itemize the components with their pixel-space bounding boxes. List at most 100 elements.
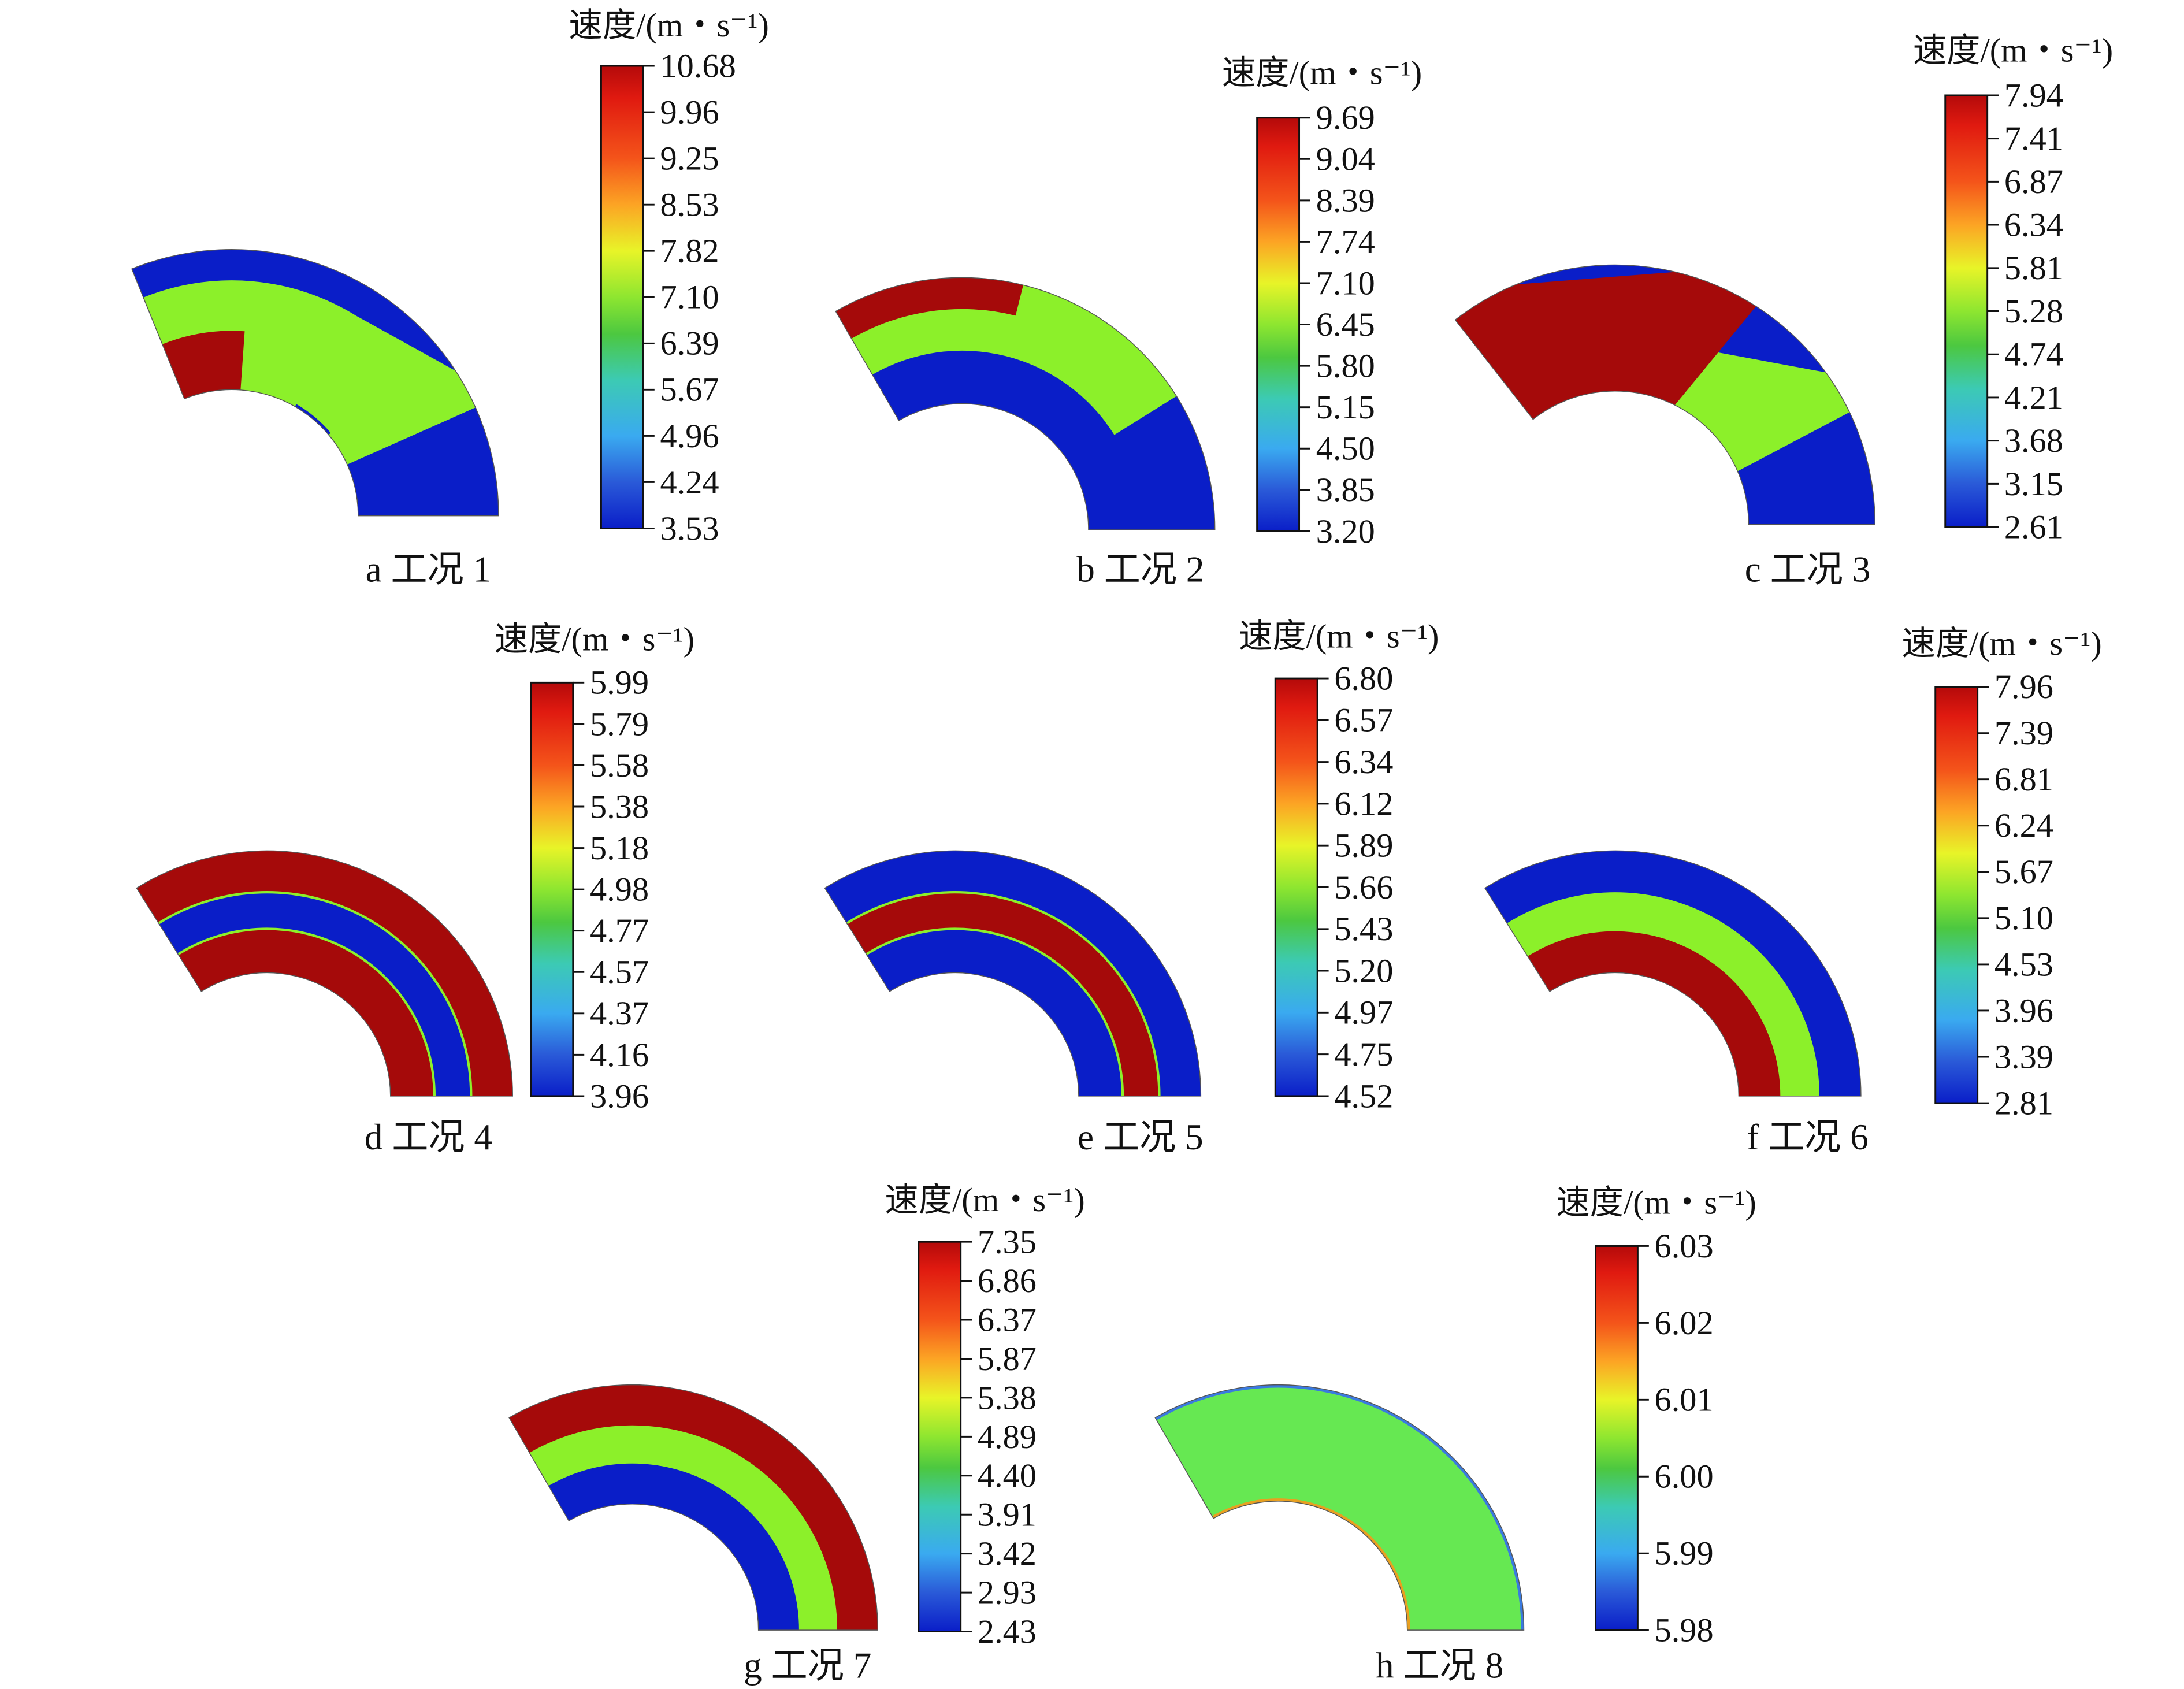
panel-caption: c 工况 3 xyxy=(1745,550,1871,590)
colorbar-gradient xyxy=(918,1241,962,1633)
sector-outline xyxy=(1484,850,1862,1097)
colorbar-tick-label: 9.04 xyxy=(1316,140,1375,178)
sector-outline xyxy=(824,850,1202,1097)
colorbar-tick-label: 5.18 xyxy=(590,829,649,867)
region-red xyxy=(835,277,1034,339)
colorbar-tick-label: 6.81 xyxy=(1994,760,2053,798)
region-blue xyxy=(548,1463,799,1631)
colorbar-title: 速度/(m・s⁻¹) xyxy=(885,1181,1084,1219)
region-red xyxy=(1528,931,1781,1096)
region-red xyxy=(162,331,245,399)
colorbar-gradient xyxy=(600,65,644,529)
colorbar: 6.80 6.57 6.34 6.12 5.89 5.66 5.43 5.20 4.97 4.75… xyxy=(1239,618,1439,1115)
colorbar-tick-label: 4.40 xyxy=(978,1457,1037,1494)
colorbar-tick-label: 7.10 xyxy=(1316,264,1375,302)
colorbar-tick-label: 6.34 xyxy=(1334,743,1393,781)
colorbar-tick-label: 3.91 xyxy=(978,1496,1037,1534)
colorbar-tick-label: 5.79 xyxy=(590,705,649,743)
colorbar-tick-label: 4.21 xyxy=(2004,378,2063,416)
colorbar-tick-label: 5.99 xyxy=(1655,1535,1714,1572)
colorbar-tick-label: 9.69 xyxy=(1316,99,1375,136)
panel-caption: a 工况 1 xyxy=(366,550,492,590)
region-blue xyxy=(158,892,471,1096)
colorbar-tick-label: 7.35 xyxy=(978,1223,1037,1261)
colorbar-tick-label: 5.43 xyxy=(1334,910,1393,948)
colorbar-tick-label: 4.50 xyxy=(1316,430,1375,467)
colorbar-tick-label: 4.96 xyxy=(660,417,719,455)
colorbar-tick-label: 4.77 xyxy=(590,912,649,949)
panel-caption: b 工况 2 xyxy=(1076,550,1204,590)
sector-outline xyxy=(835,277,1216,530)
colorbar-tick-label: 4.97 xyxy=(1334,994,1393,1031)
colorbar-tick-label: 6.37 xyxy=(978,1301,1037,1339)
colorbar-gradient xyxy=(1256,117,1301,532)
colorbar-tick-label: 6.01 xyxy=(1655,1381,1714,1419)
panel-a: 10.68 9.96 9.25 8.53 7.82 7.10 6.39 5.67 4.96 4.2… xyxy=(131,6,769,590)
panel-f: 7.96 7.39 6.81 6.24 5.67 5.10 4.53 3.96 3.39 2.81… xyxy=(1484,625,2102,1157)
panel-c: 7.94 7.41 6.87 6.34 5.81 5.28 4.74 4.21 3.68 3.15… xyxy=(1454,32,2113,590)
panel-h: 6.03 6.02 6.01 6.00 5.99 5.98 速度/(m・s⁻¹) h 工况 8 xyxy=(1154,1184,1756,1686)
colorbar-tick-label: 4.74 xyxy=(2004,336,2063,373)
colorbar-tick-label: 4.16 xyxy=(590,1036,649,1074)
colorbar-tick-label: 7.41 xyxy=(2004,120,2063,157)
colorbar-tick-label: 4.24 xyxy=(660,463,719,501)
colorbar-tick-label: 7.94 xyxy=(2004,76,2063,114)
sector-outline xyxy=(136,850,513,1097)
colorbar-tick-label: 7.82 xyxy=(660,232,719,270)
colorbar-tick-label: 4.89 xyxy=(978,1418,1037,1456)
colorbar-tick-label: 6.80 xyxy=(1334,660,1393,697)
colorbar-tick-label: 7.10 xyxy=(660,279,719,316)
colorbar-tick-label: 2.81 xyxy=(1994,1085,2053,1122)
colorbar-gradient xyxy=(1274,677,1318,1097)
colorbar-tick-label: 5.28 xyxy=(2004,292,2063,330)
colorbar-tick-label: 5.38 xyxy=(978,1379,1037,1416)
colorbar-tick-label: 10.68 xyxy=(660,47,736,84)
sector-outline xyxy=(1154,1384,1525,1631)
colorbar-tick-label: 6.45 xyxy=(1316,306,1375,343)
colorbar-tick-label: 7.96 xyxy=(1994,668,2053,706)
region-red xyxy=(846,892,1160,1096)
panel-d: 5.99 5.79 5.58 5.38 5.18 4.98 4.77 4.574.37 4.16… xyxy=(136,621,694,1157)
colorbar-tick-label: 4.37 xyxy=(590,994,649,1032)
colorbar-tick-label: 3.39 xyxy=(1994,1038,2053,1075)
colorbar: 7.96 7.39 6.81 6.24 5.67 5.10 4.53 3.96 3.39 2.81… xyxy=(1901,625,2101,1122)
colorbar-tick-label: 7.74 xyxy=(1316,223,1375,261)
colorbar-tick-label: 3.42 xyxy=(978,1535,1037,1572)
colorbar-title: 速度/(m・s⁻¹) xyxy=(1239,618,1439,655)
sector-outline xyxy=(131,249,499,517)
panel-caption: e 工况 5 xyxy=(1078,1117,1204,1157)
colorbar-title: 速度/(m・s⁻¹) xyxy=(1901,625,2101,662)
colorbar-tick-label: 6.57 xyxy=(1334,701,1393,739)
panel-caption: d 工况 4 xyxy=(365,1117,492,1157)
colorbar-gradient xyxy=(1944,94,1989,528)
contour-field xyxy=(824,851,1201,1096)
panel-e: 6.80 6.57 6.34 6.12 5.89 5.66 5.43 5.20 4.97 4.75… xyxy=(824,618,1439,1157)
contour-field xyxy=(132,249,499,516)
colorbar-tick-label: 5.81 xyxy=(2004,249,2063,287)
region-uniform xyxy=(1155,1384,1524,1631)
colorbar-tick-label: 5.15 xyxy=(1316,388,1375,426)
colorbar: 7.356.866.375.875.384.894.403.913.422.93… xyxy=(885,1181,1084,1650)
colorbar-tick-label: 4.57 xyxy=(590,953,649,991)
colorbar-tick-label: 6.86 xyxy=(978,1262,1037,1300)
panel-caption: h 工况 8 xyxy=(1376,1646,1503,1686)
colorbar-title: 速度/(m・s⁻¹) xyxy=(569,6,769,44)
colorbar-tick-label: 5.67 xyxy=(1994,853,2053,890)
colorbar-tick-label: 3.68 xyxy=(2004,422,2063,459)
sector-outline xyxy=(1454,264,1875,525)
colorbar-tick-label: 2.61 xyxy=(2004,508,2063,546)
colorbar-tick-label: 5.99 xyxy=(590,664,649,701)
panel-caption: f 工况 6 xyxy=(1747,1117,1869,1157)
colorbar: 9.69 9.048.39 7.747.10 6.45 5.805.15 4.50 3.85… xyxy=(1222,54,1422,550)
colorbar-gradient xyxy=(1934,686,1979,1104)
contour-field xyxy=(1485,851,1861,1096)
colorbar-tick-label: 5.38 xyxy=(590,788,649,825)
panel-g: 7.356.866.375.875.384.894.403.913.422.93… xyxy=(508,1181,1085,1686)
colorbar: 7.94 7.41 6.87 6.34 5.81 5.28 4.74 4.21 3.68 3.15… xyxy=(1913,32,2113,546)
colorbar-tick-label: 5.66 xyxy=(1334,868,1393,906)
colorbar-tick-label: 2.93 xyxy=(978,1574,1037,1612)
colorbar-tick-label: 3.96 xyxy=(1994,992,2053,1029)
colorbar-title: 速度/(m・s⁻¹) xyxy=(1556,1184,1756,1222)
colorbar-tick-label: 8.53 xyxy=(660,186,719,224)
